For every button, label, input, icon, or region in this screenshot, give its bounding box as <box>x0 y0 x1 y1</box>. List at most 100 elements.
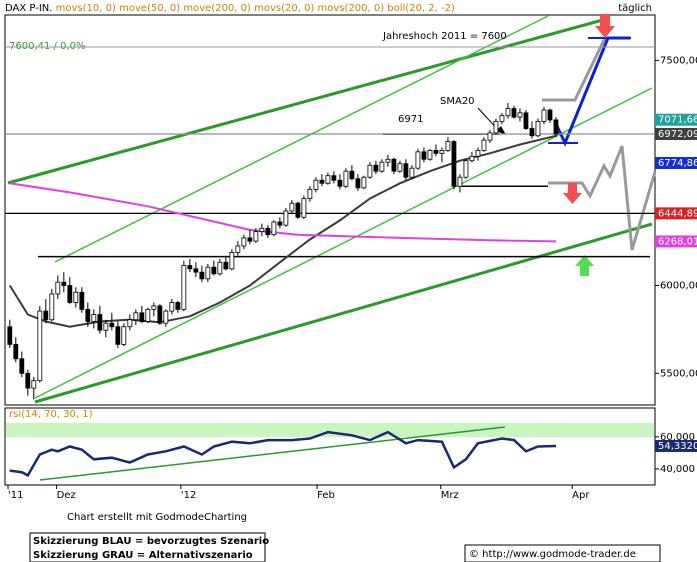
candle-body <box>283 210 289 226</box>
candle-body <box>25 372 31 389</box>
rsi-tick-label: 60,000 <box>660 432 695 443</box>
trend-line <box>34 87 653 399</box>
candle-body <box>205 266 211 280</box>
price-tag-label: 7071,66 <box>658 115 697 126</box>
candle-body <box>31 380 37 389</box>
price-tag <box>655 235 697 248</box>
candle-body <box>259 227 265 232</box>
rsi-line <box>9 430 557 478</box>
candle-body <box>337 179 343 187</box>
rsi-tag-label: 54,3320 <box>658 441 697 452</box>
candle-body <box>331 175 337 181</box>
candle-body <box>469 155 475 162</box>
candle-body <box>445 141 451 151</box>
candle-body <box>289 202 295 212</box>
candle-body <box>163 310 169 324</box>
price-tag <box>655 128 697 141</box>
copyright: © http://www.godmode-trader.de <box>469 549 636 560</box>
candle-body <box>37 310 43 382</box>
candle-body <box>409 167 415 178</box>
candle-body <box>157 305 163 324</box>
period: täglich <box>618 3 652 14</box>
indicators: movs(10, 0) move(50, 0) move(200, 0) mov… <box>56 3 455 14</box>
candle-body <box>229 252 235 270</box>
level-label: Jahreshoch 2011 = 7600 <box>382 31 507 42</box>
candle-body <box>139 312 145 322</box>
x-tick-label: Apr <box>572 490 590 501</box>
price-tag <box>655 113 697 126</box>
price-tag-label: 6268,01 <box>658 236 697 247</box>
legend-box <box>29 532 266 562</box>
price-panel <box>4 14 656 406</box>
candle-body <box>463 160 469 178</box>
y-tick-label: 7500,00 <box>660 55 697 66</box>
y-tick-label: 6000,00 <box>660 281 697 292</box>
candle-body <box>433 149 439 154</box>
candle-body <box>127 319 133 328</box>
candle-body <box>535 120 541 137</box>
x-tick-label: '11 <box>8 490 23 501</box>
candle-body <box>235 245 241 253</box>
candle-body <box>391 158 397 172</box>
candle-body <box>7 326 13 345</box>
candle-body <box>133 312 139 321</box>
candle-body <box>97 314 103 331</box>
candle-body <box>223 261 229 270</box>
annotations <box>7 14 661 562</box>
candle-body <box>427 149 433 160</box>
candle-body <box>85 308 91 322</box>
candle-body <box>49 293 55 321</box>
candle-body <box>295 202 301 218</box>
candle-body <box>55 281 61 295</box>
arrow-down <box>595 14 615 38</box>
candle-body <box>43 310 49 321</box>
candle-body <box>379 161 385 172</box>
rsi-title: rsi(14, 70, 30, 1) <box>9 409 93 420</box>
candle-body <box>523 112 529 129</box>
candle-body <box>481 139 487 151</box>
candle-body <box>13 343 19 360</box>
arrow-down <box>563 183 582 204</box>
candle-body <box>79 291 85 310</box>
candle-body <box>271 221 277 236</box>
candle-body <box>439 149 445 154</box>
price-tag <box>655 156 697 169</box>
candle-body <box>247 237 253 242</box>
candle-body <box>301 198 307 218</box>
candle-body <box>325 175 331 184</box>
title: DAX P-IN. <box>5 3 52 14</box>
candle-body <box>457 176 463 187</box>
price-tag-label: 6774,86 <box>658 158 697 169</box>
candle-body <box>415 151 421 169</box>
legend-text: Skizzierung BLAU = bevorzugtes Szenario <box>33 536 269 547</box>
rsi-trend-line <box>39 426 506 481</box>
candle-body <box>193 268 199 273</box>
candle-body <box>67 285 73 303</box>
candle-body <box>307 188 313 199</box>
candle-body <box>373 164 379 172</box>
trend-line <box>7 16 611 185</box>
candle-body <box>121 326 127 345</box>
y-tick-label: 5500,00 <box>660 368 697 379</box>
price-tag-label: 6972,09 <box>658 129 697 140</box>
legend-text: Skizzierung GRAU = Alternativszenario <box>33 550 253 561</box>
rsi-tick-label: 40,000 <box>660 464 695 475</box>
sma-label: SMA20 <box>440 96 475 107</box>
candle-body <box>19 358 25 374</box>
candle-body <box>343 170 349 187</box>
chart-title: DAX P-IN. movs(10, 0) move(50, 0) move(2… <box>5 3 455 14</box>
candle-body <box>451 141 457 187</box>
candle-body <box>349 170 355 180</box>
reference-label: 7600,41 / 0,0% <box>9 41 85 52</box>
credit: Chart erstellt mit GodmodeCharting <box>67 512 247 523</box>
candle-body <box>91 314 97 322</box>
candle-body <box>517 112 523 118</box>
x-tick-label: Dez <box>57 490 76 501</box>
level-label: 6971 <box>398 114 423 125</box>
x-tick-label: Feb <box>317 490 335 501</box>
candle-body <box>487 132 493 141</box>
candle-body <box>151 305 157 310</box>
grey-scenario <box>548 145 657 251</box>
